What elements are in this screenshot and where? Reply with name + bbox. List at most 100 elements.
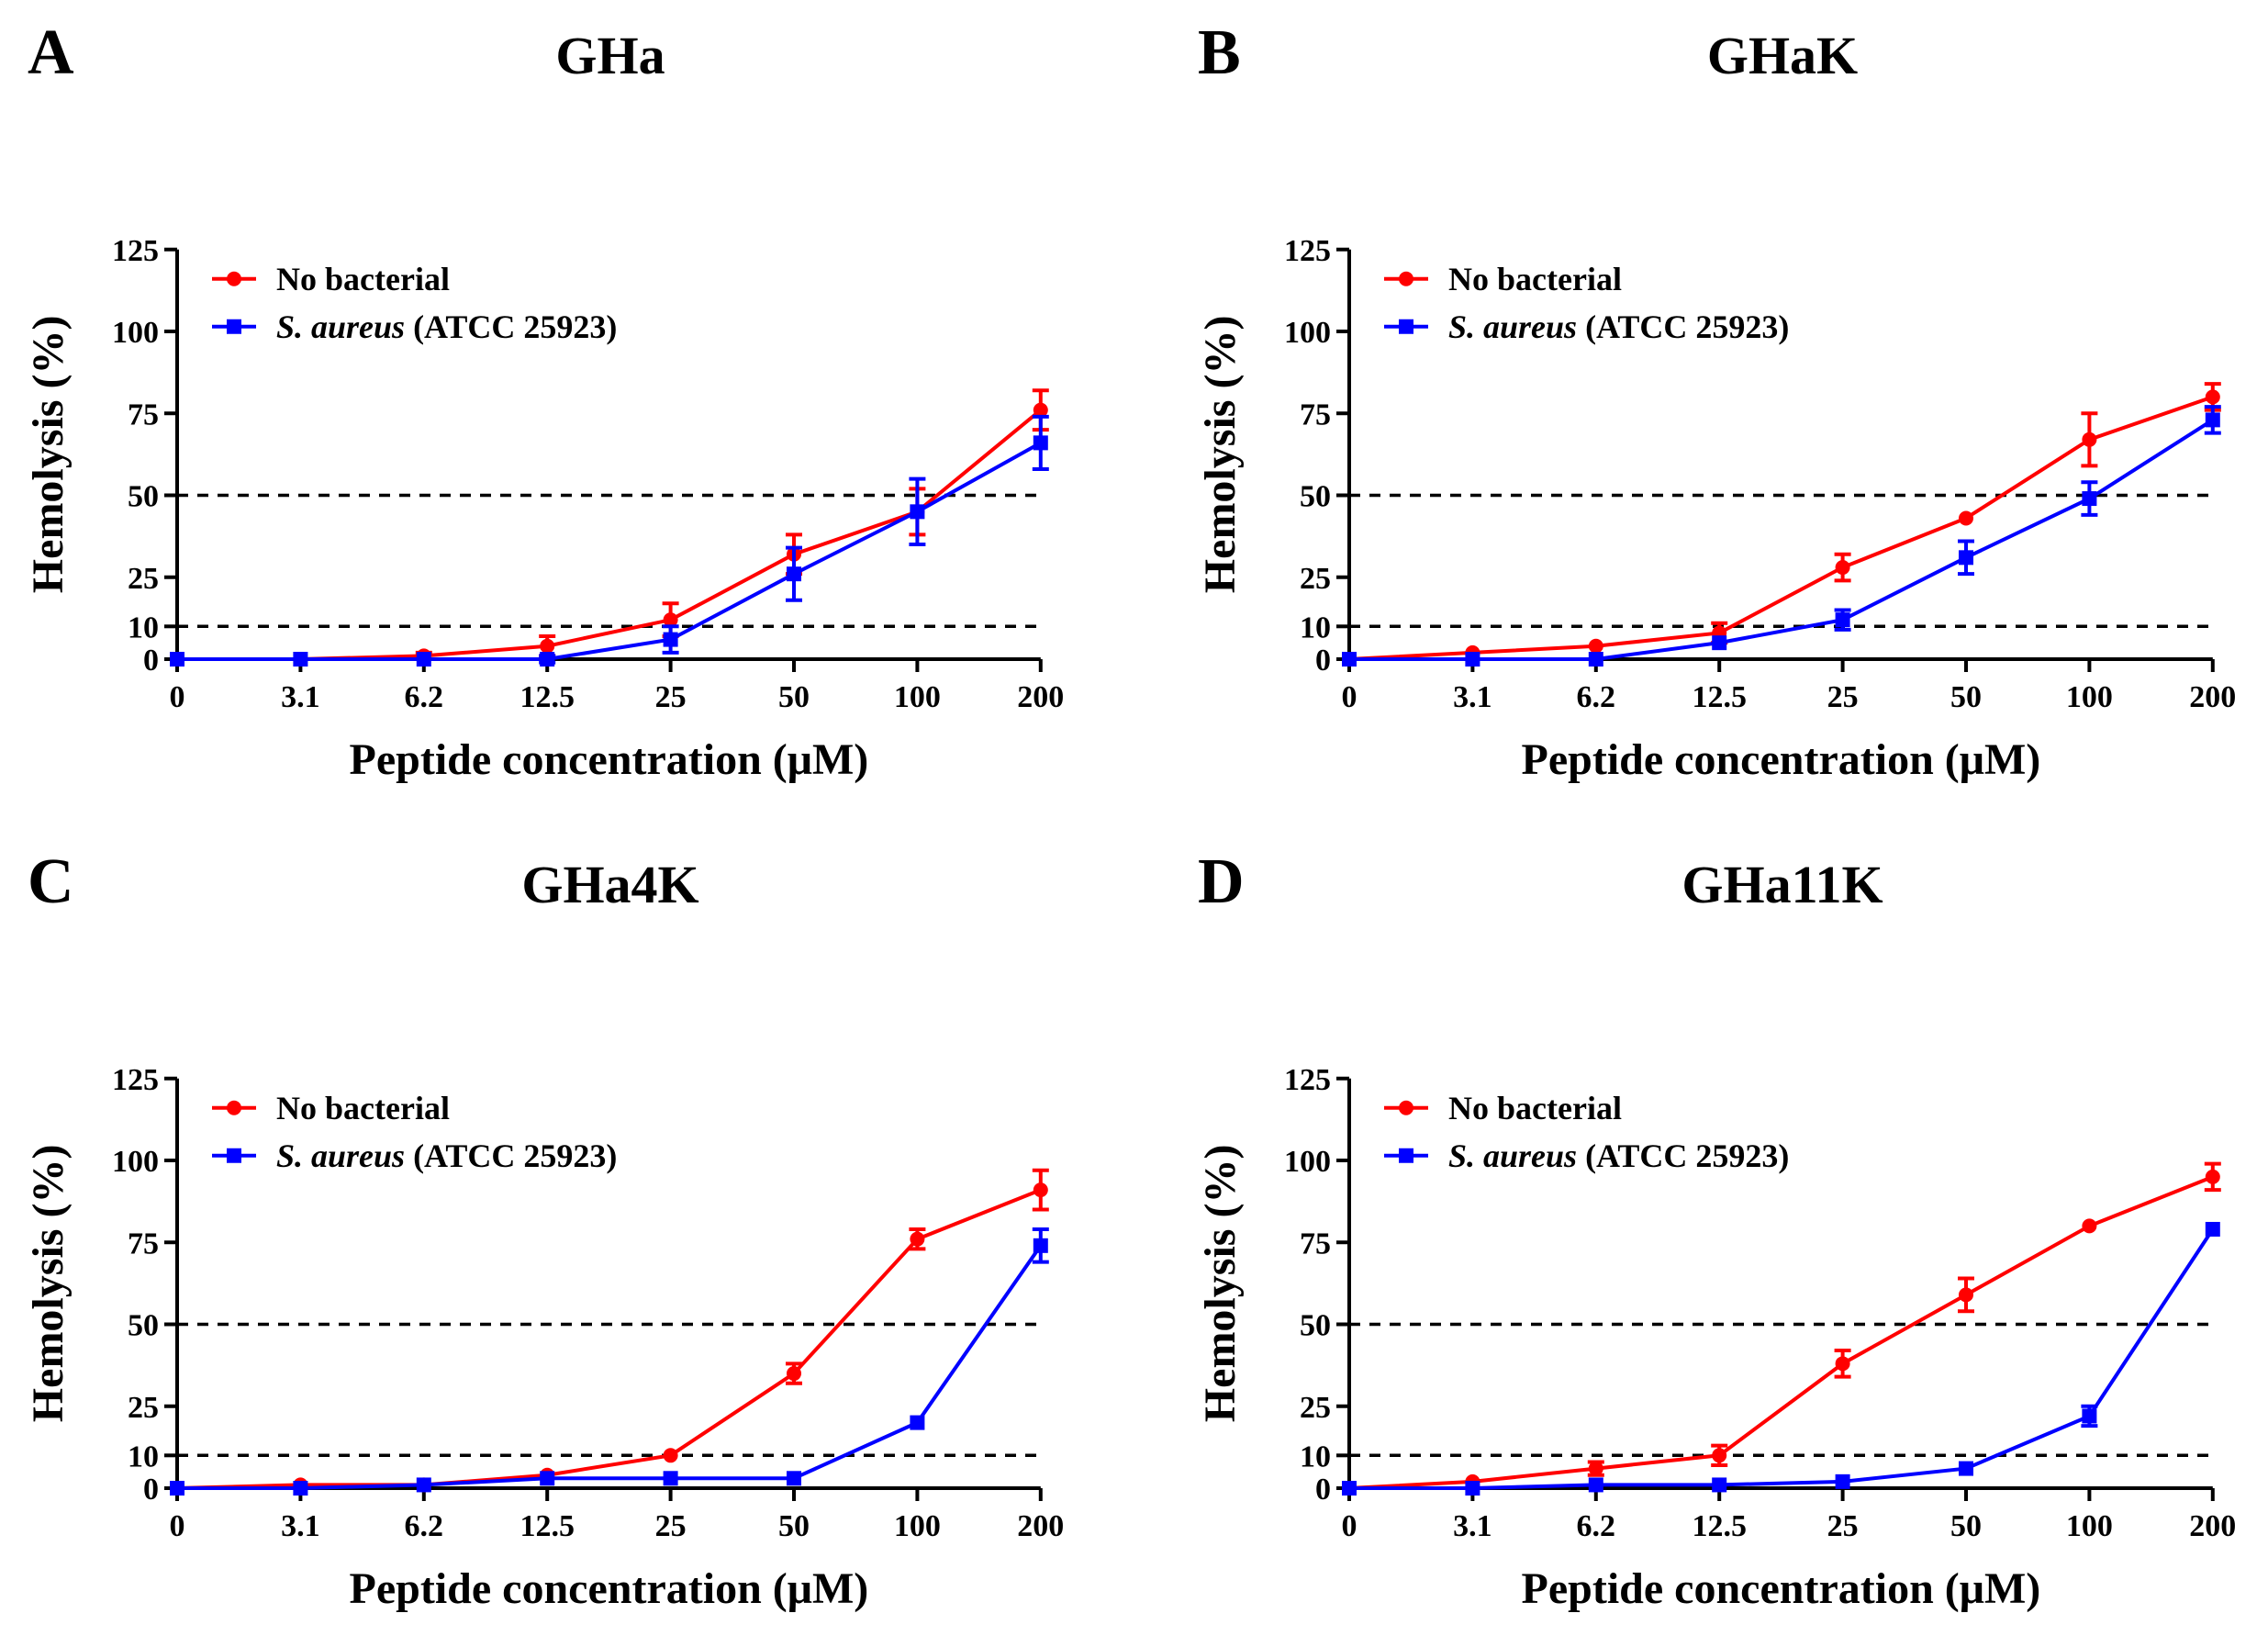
legend: No bacterial S. aureus (ATCC 25923) (212, 1090, 617, 1174)
y-tick-label: 25 (1300, 1391, 1331, 1425)
x-tick-label: 25 (655, 680, 687, 714)
y-tick-label: 50 (128, 480, 159, 514)
data-point (1835, 612, 1850, 628)
y-tick-label: 0 (1315, 644, 1331, 678)
y-tick-label: 125 (112, 234, 159, 268)
legend-marker (1399, 1100, 1413, 1115)
data-point (910, 1415, 925, 1430)
legend-label: No bacterial (276, 261, 450, 297)
series-line (176, 1188, 1042, 1490)
data-point (170, 1481, 184, 1496)
y-tick-label: 0 (143, 644, 159, 678)
legend-marker (1399, 1148, 1413, 1163)
y-tick-label: 25 (128, 1391, 159, 1425)
legend-label: S. aureus (ATCC 25923) (1448, 308, 1789, 345)
y-tick-label: 10 (1300, 611, 1331, 644)
data-point (787, 1366, 801, 1382)
legend-label: No bacterial (1448, 261, 1622, 297)
x-tick-label: 0 (1342, 1509, 1357, 1543)
data-point (540, 1471, 555, 1486)
y-axis-label: Hemolysis (%) (1196, 1145, 1245, 1423)
x-tick-label: 0 (1342, 680, 1357, 714)
data-point (1465, 652, 1480, 667)
data-point (2082, 491, 2097, 507)
data-point (1959, 510, 1973, 526)
legend: No bacterial S. aureus (ATCC 25923) (1384, 1090, 1789, 1174)
data-point (1342, 1481, 1357, 1496)
data-point (293, 652, 308, 667)
chart-title: GHaK (1707, 26, 1858, 85)
series-s_aureus (1342, 405, 2221, 667)
x-tick-label: 200 (2189, 1509, 2236, 1543)
x-tick-label: 6.2 (1577, 680, 1616, 714)
x-tick-label: 12.5 (1692, 680, 1747, 714)
x-tick-label: 3.1 (281, 1509, 320, 1543)
data-point (663, 612, 678, 628)
y-axis-label: Hemolysis (%) (1196, 316, 1245, 594)
data-point (1465, 1481, 1480, 1496)
x-tick-label: 50 (1950, 680, 1982, 714)
y-tick-label: 75 (128, 398, 159, 431)
panel-letter: C (28, 846, 74, 917)
x-axis-label: Peptide concentration (μM) (1522, 1564, 2041, 1613)
x-tick-label: 100 (2066, 680, 2113, 714)
y-tick-label: 10 (1300, 1440, 1331, 1473)
data-point (910, 504, 925, 520)
x-tick-label: 25 (655, 1509, 687, 1543)
data-point (1033, 1182, 1048, 1198)
x-tick-label: 50 (778, 1509, 810, 1543)
y-tick-label: 125 (1284, 1063, 1331, 1097)
series-s_aureus (170, 1227, 1049, 1496)
y-tick-label: 50 (1300, 1309, 1331, 1343)
y-tick-label: 125 (112, 1063, 159, 1097)
legend-label: No bacterial (276, 1090, 450, 1126)
x-tick-label: 3.1 (1453, 680, 1492, 714)
legend-marker (227, 319, 241, 334)
data-point (2205, 1221, 2220, 1237)
x-tick-label: 100 (2066, 1509, 2113, 1543)
data-point (2205, 1169, 2220, 1184)
legend-label: S. aureus (ATCC 25923) (276, 1137, 617, 1174)
chart-title: GHa (555, 26, 665, 85)
legend-marker (227, 1148, 241, 1163)
data-point (1835, 1473, 1850, 1489)
data-point (1835, 560, 1850, 576)
y-tick-label: 75 (1300, 398, 1331, 431)
data-point (170, 652, 184, 667)
legend-label: No bacterial (1448, 1090, 1622, 1126)
data-point (2205, 412, 2220, 428)
legend-marker (227, 271, 241, 286)
panel-letter: D (1198, 846, 1245, 917)
data-point (2205, 389, 2220, 405)
x-tick-label: 200 (1017, 1509, 1064, 1543)
x-tick-label: 12.5 (520, 1509, 575, 1543)
y-tick-label: 100 (1284, 316, 1331, 350)
y-tick-label: 125 (1284, 234, 1331, 268)
data-point (1588, 1477, 1603, 1493)
data-point (1959, 1287, 1973, 1303)
data-point (416, 652, 431, 667)
x-tick-label: 12.5 (1692, 1509, 1747, 1543)
y-tick-label: 100 (112, 316, 159, 350)
series-no_bacterial (1342, 1161, 2221, 1496)
chart-title: GHa4K (521, 855, 698, 914)
data-point (1033, 1238, 1048, 1253)
data-point (910, 1231, 925, 1247)
data-point (1959, 1461, 1973, 1476)
x-tick-label: 200 (1017, 680, 1064, 714)
data-point (663, 1471, 678, 1486)
data-point (1033, 402, 1048, 418)
data-point (663, 1448, 678, 1463)
legend-marker (227, 1100, 241, 1115)
chart-title: GHa11K (1681, 855, 1883, 914)
x-tick-label: 6.2 (405, 1509, 444, 1543)
legend: No bacterial S. aureus (ATCC 25923) (1384, 261, 1789, 345)
series-line (1349, 1227, 2215, 1490)
data-point (1588, 1461, 1603, 1476)
x-tick-label: 0 (170, 680, 185, 714)
data-point (540, 638, 555, 654)
data-point (787, 566, 801, 582)
